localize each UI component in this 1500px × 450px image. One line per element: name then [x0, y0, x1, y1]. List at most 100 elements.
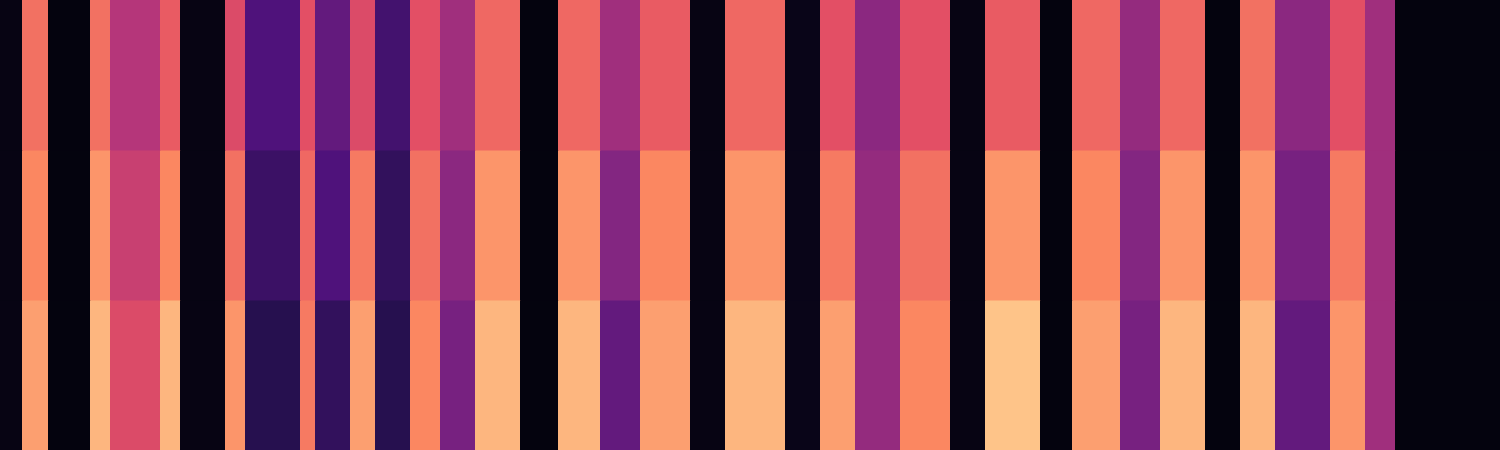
cell	[1072, 300, 1121, 450]
cell	[225, 150, 246, 301]
cell	[160, 0, 181, 151]
cell	[180, 300, 226, 450]
cell	[855, 300, 901, 450]
cell	[640, 0, 691, 151]
cells	[0, 0, 1500, 450]
cell	[820, 300, 856, 450]
cell	[160, 150, 181, 301]
cell	[785, 0, 821, 151]
cell	[180, 0, 226, 151]
cell	[855, 150, 901, 301]
cell	[475, 0, 521, 151]
cell	[640, 150, 691, 301]
cell	[225, 0, 246, 151]
cell	[0, 0, 23, 151]
cell	[315, 150, 351, 301]
cell	[1395, 300, 1500, 450]
cell	[410, 150, 441, 301]
cell	[1205, 150, 1241, 301]
cell	[820, 0, 856, 151]
cell	[475, 300, 521, 450]
cell	[350, 0, 376, 151]
cell	[245, 150, 301, 301]
cell	[1205, 0, 1241, 151]
cell	[1040, 0, 1073, 151]
cell	[985, 300, 1041, 450]
cell	[1072, 0, 1121, 151]
cell	[300, 0, 316, 151]
cell	[1120, 150, 1161, 301]
cell	[558, 300, 601, 450]
cell	[48, 0, 91, 151]
cell	[48, 150, 91, 301]
cell	[48, 300, 91, 450]
cell	[1275, 300, 1331, 450]
cell	[375, 300, 411, 450]
cell	[1240, 150, 1276, 301]
cell	[245, 300, 301, 450]
cell	[22, 0, 49, 151]
cell	[350, 150, 376, 301]
cell	[375, 0, 411, 151]
cell	[725, 300, 786, 450]
cell	[160, 300, 181, 450]
cell	[1240, 300, 1276, 450]
cell	[22, 150, 49, 301]
cell	[350, 300, 376, 450]
cell	[315, 300, 351, 450]
spectrogram	[0, 0, 1500, 450]
cell	[0, 300, 23, 450]
cell	[1160, 0, 1206, 151]
cell	[985, 0, 1041, 151]
cell	[110, 150, 161, 301]
cell	[1205, 300, 1241, 450]
cell	[440, 300, 476, 450]
cell	[1330, 0, 1366, 151]
cell	[315, 0, 351, 151]
cell	[90, 150, 111, 301]
cell	[1160, 300, 1206, 450]
cell	[22, 300, 49, 450]
cell	[690, 0, 726, 151]
cell	[0, 150, 23, 301]
cell	[520, 0, 559, 151]
cell	[1240, 0, 1276, 151]
cell	[1365, 0, 1396, 151]
cell	[410, 0, 441, 151]
cell	[900, 0, 951, 151]
cell	[110, 300, 161, 450]
cell	[725, 0, 786, 151]
cell	[1365, 150, 1396, 301]
cell	[375, 150, 411, 301]
cell	[600, 0, 641, 151]
cell	[1330, 300, 1366, 450]
cell	[785, 150, 821, 301]
cell	[110, 0, 161, 151]
cell	[440, 0, 476, 151]
cell	[950, 300, 986, 450]
cell	[90, 300, 111, 450]
cell	[855, 0, 901, 151]
cell	[475, 150, 521, 301]
cell	[640, 300, 691, 450]
cell	[1072, 150, 1121, 301]
cell	[1040, 300, 1073, 450]
cell	[985, 150, 1041, 301]
cell	[245, 0, 301, 151]
cell	[300, 150, 316, 301]
cell	[900, 150, 951, 301]
cell	[180, 150, 226, 301]
cell	[1160, 150, 1206, 301]
cell	[1395, 0, 1500, 151]
cell	[1040, 150, 1073, 301]
cell	[600, 300, 641, 450]
cell	[900, 300, 951, 450]
cell	[558, 0, 601, 151]
cell	[558, 150, 601, 301]
cell	[1330, 150, 1366, 301]
cell	[785, 300, 821, 450]
cell	[1365, 300, 1396, 450]
cell	[90, 0, 111, 151]
cell	[1120, 0, 1161, 151]
cell	[950, 150, 986, 301]
